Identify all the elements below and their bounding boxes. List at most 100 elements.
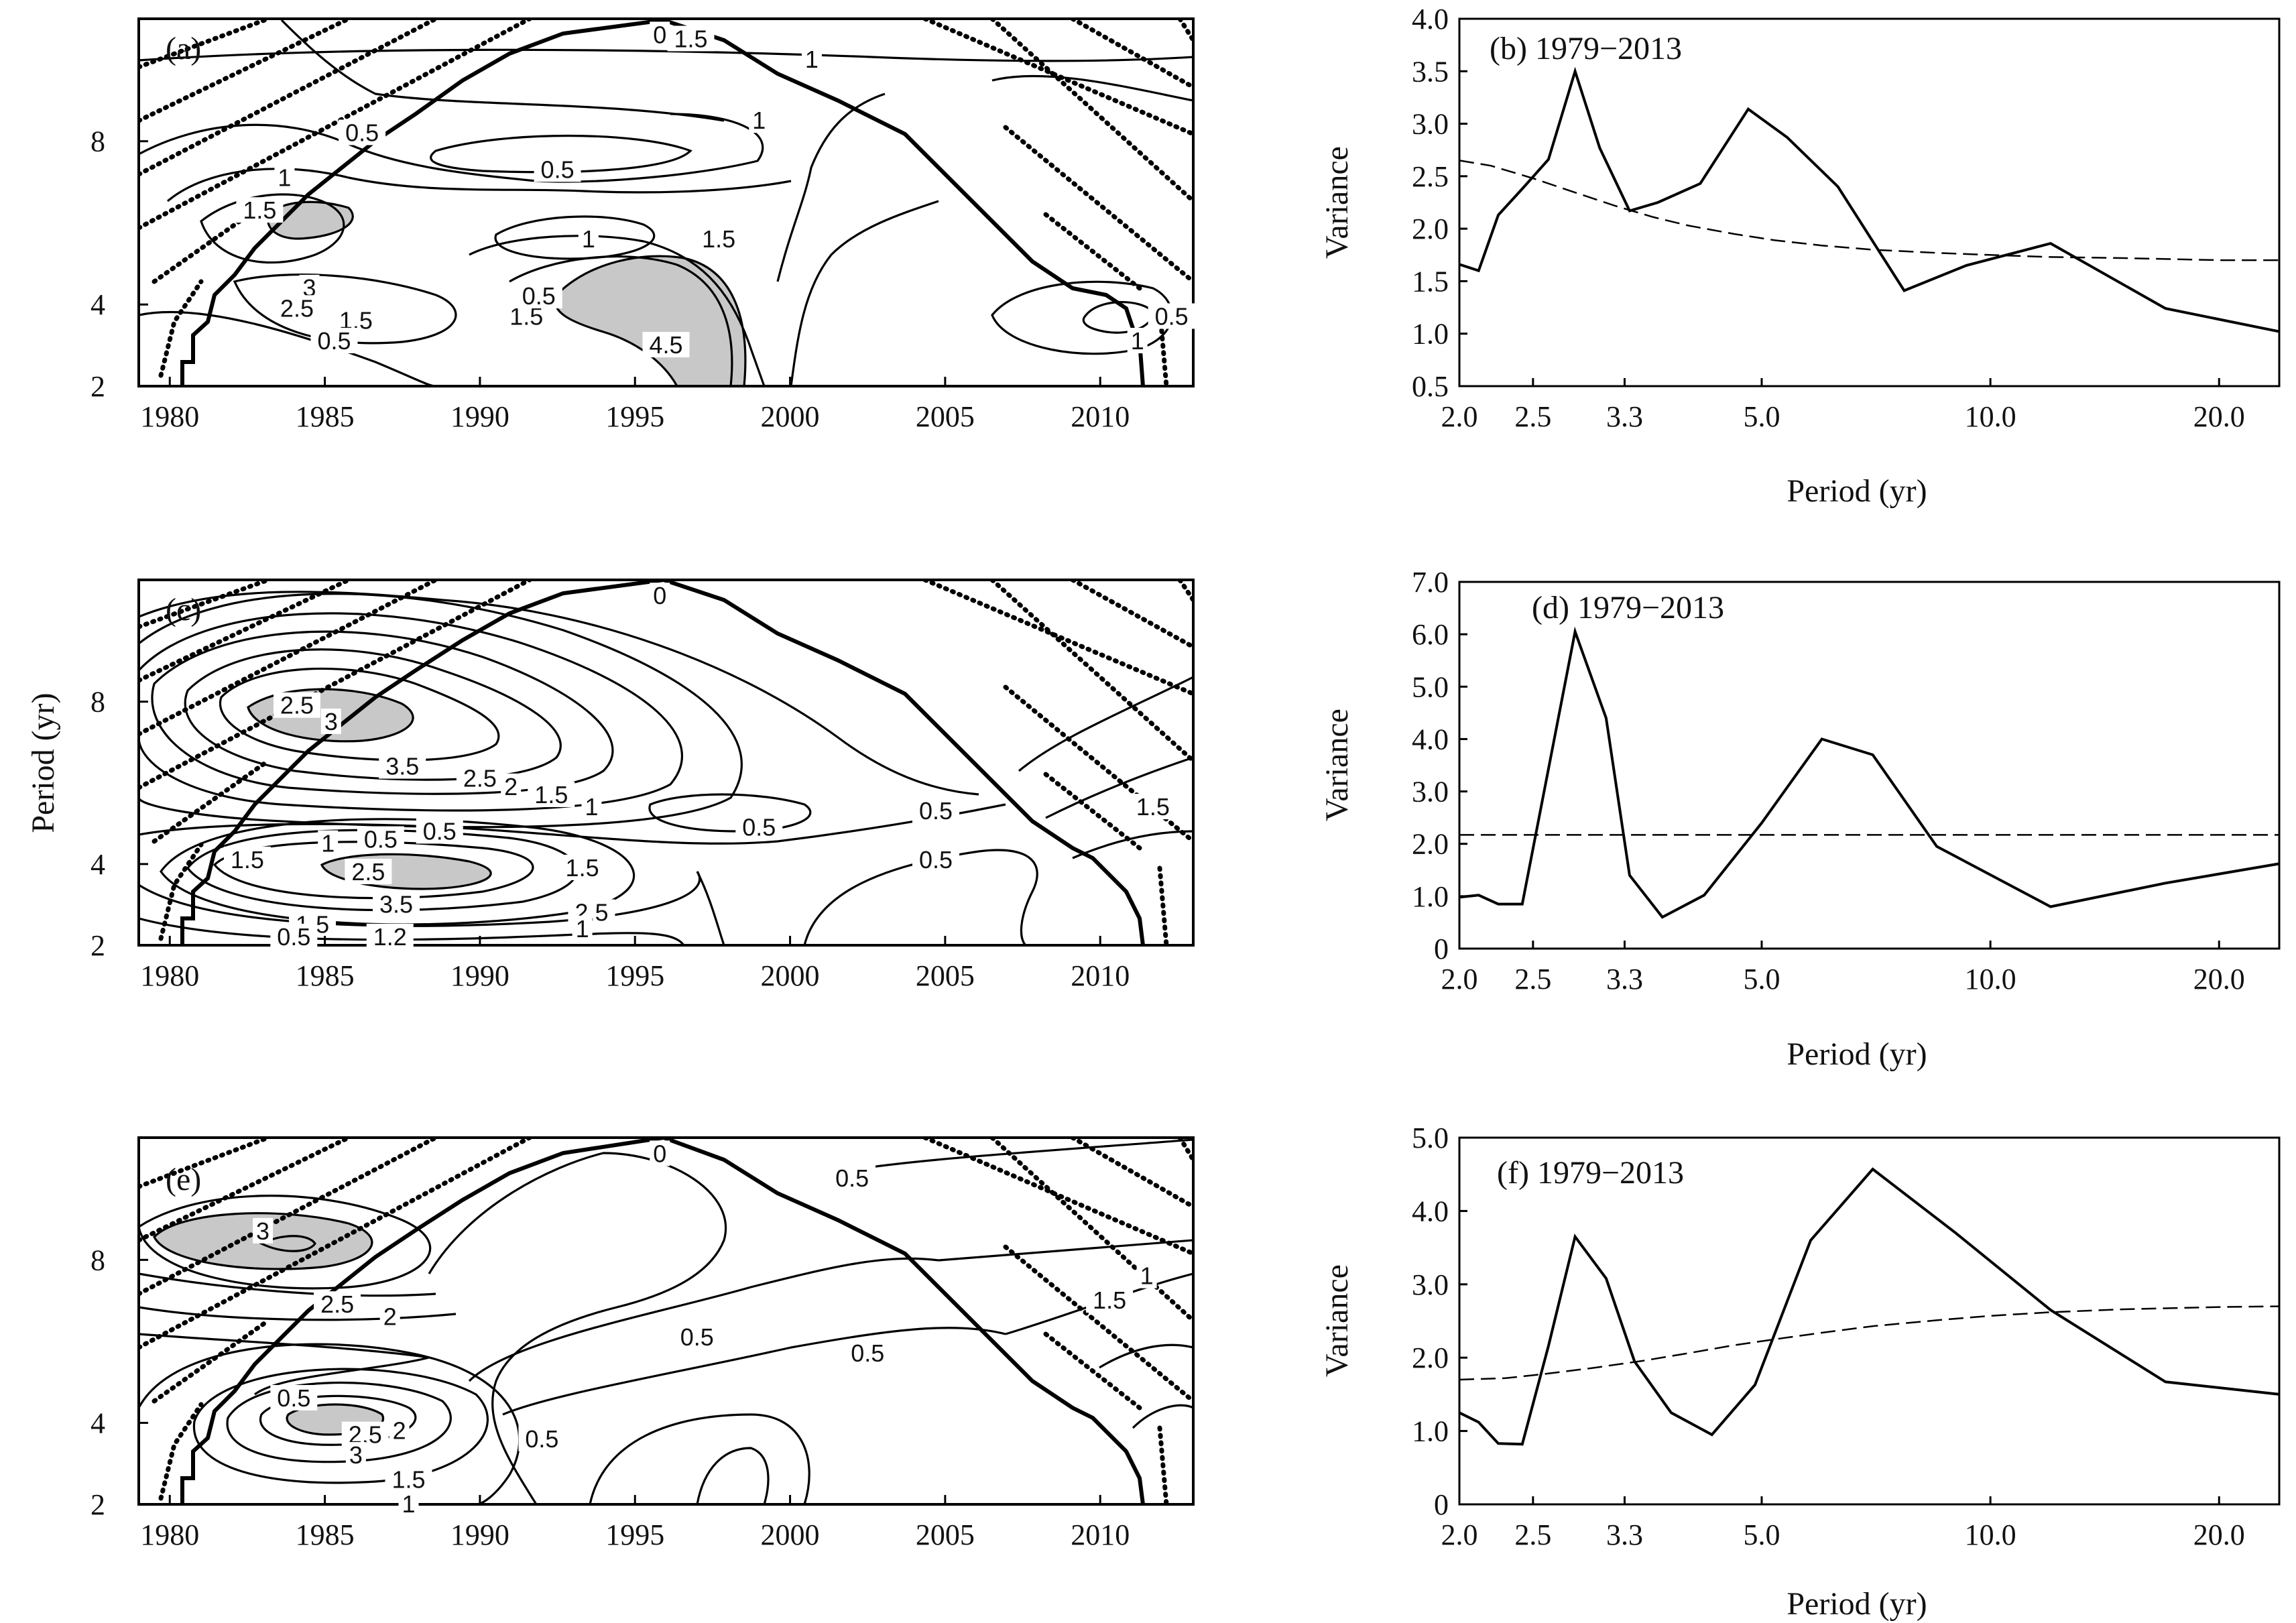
- contour-field-a: [139, 19, 1193, 386]
- contour-label: 2: [393, 1417, 406, 1445]
- contour-label-bg: [558, 854, 606, 880]
- contour-label: 1: [1131, 327, 1144, 355]
- y-tick-label: 3.5: [1412, 55, 1449, 88]
- x-tick-label: 1980: [140, 959, 199, 992]
- contour-label-bg: [366, 923, 414, 949]
- contour-line-c-1: [219, 667, 500, 762]
- significance-dashed-line: [1459, 160, 2279, 261]
- contour-label: 0.5: [1155, 302, 1189, 330]
- y-tick-label: 1.0: [1412, 880, 1449, 913]
- contour-label: 2.5: [351, 858, 385, 886]
- contour-label-bg: [829, 1164, 876, 1191]
- contour-label-bg: [379, 753, 426, 779]
- contour-line-a-2: [280, 19, 725, 122]
- y-tick-label: 0.5: [1412, 370, 1449, 403]
- contour-line-a-16: [991, 74, 1193, 102]
- plot-frame-c: [137, 579, 1195, 947]
- contour-label-bg: [1129, 794, 1176, 820]
- x-tick-label: 3.3: [1606, 963, 1643, 996]
- contour-label: 1: [576, 915, 589, 943]
- x-tick-label: 2.0: [1441, 963, 1478, 996]
- contour-label-bg: [1086, 1287, 1134, 1313]
- y-tick-label: 2.0: [1412, 828, 1449, 861]
- contour-label-bg: [253, 1217, 274, 1244]
- contour-label: 1: [585, 793, 598, 821]
- panel-c: 02.533.5 2.5 2 1.5 1 0.50.51.50.50.511.5 0.52.…: [25, 579, 1195, 992]
- x-tick-label: 1990: [450, 959, 509, 992]
- contour-line-e-1: [259, 1235, 316, 1252]
- contour-label: 0.5: [423, 817, 457, 845]
- contour-line-e-16: [938, 1239, 1193, 1262]
- contour-label-bg: [456, 765, 503, 791]
- contour-line-a-3: [430, 134, 692, 174]
- panel-label-c: (c): [166, 592, 201, 627]
- contour-label: 3.5: [385, 753, 419, 780]
- contour-label: 0.5: [317, 327, 351, 355]
- contour-label-bg: [735, 814, 783, 840]
- x-tick-label: 2010: [1071, 1518, 1130, 1551]
- contour-label: 1: [752, 107, 766, 134]
- contour-line-a-10: [233, 274, 457, 345]
- contour-line-c-2: [184, 648, 562, 781]
- contour-label: 0.5: [742, 813, 776, 841]
- contour-line-e-19: [1132, 1404, 1193, 1429]
- contour-label-bg: [650, 1140, 670, 1166]
- variance-line: [1459, 1167, 2280, 1446]
- contour-label-bg: [310, 328, 358, 354]
- x-tick-label: 1980: [140, 400, 199, 433]
- contour-label: 1: [805, 46, 819, 73]
- contour-label: 3: [256, 1217, 269, 1245]
- plot-frame-e: [137, 1136, 1195, 1506]
- shaded-region-a-2: [554, 255, 747, 386]
- contour-line-c-12: [139, 871, 701, 927]
- contour-label: 0.5: [522, 282, 556, 310]
- y-tick-label: 3.0: [1412, 1268, 1449, 1301]
- x-tick-label: 2.5: [1514, 963, 1551, 996]
- contour-label-bg: [667, 25, 715, 52]
- y-tick-label: 4.0: [1412, 1195, 1449, 1227]
- contour-line-a-8: [469, 235, 766, 386]
- x-tick-label: 1980: [140, 1518, 199, 1551]
- x-axis-title-d: Period (yr): [1787, 1036, 1927, 1072]
- contour-label: 2.5: [280, 692, 314, 719]
- y-tick-label: 2: [90, 1488, 105, 1521]
- contour-label-bg: [273, 692, 320, 718]
- y-tick-label: 8: [90, 125, 105, 158]
- contour-label: 1: [1140, 1262, 1154, 1290]
- contour-label: 0.5: [919, 846, 953, 874]
- significance-dashed-line: [1459, 1305, 2280, 1381]
- contour-label: 0: [653, 1140, 666, 1167]
- plot-frame-d: [1458, 581, 2281, 950]
- contour-label-bg: [416, 818, 463, 844]
- contour-label: 0.5: [345, 119, 379, 146]
- contour-label: 1.5: [1136, 793, 1170, 821]
- y-tick-label: 4: [90, 1406, 105, 1439]
- contour-label-bg: [578, 225, 599, 251]
- contour-label-bg: [270, 1384, 318, 1410]
- x-tick-label: 1995: [605, 959, 664, 992]
- x-tick-label: 10.0: [1965, 400, 2016, 433]
- x-axis-c: 1980 1985 1990 1995 2000 2005 2010: [140, 936, 1130, 992]
- y-axis-title-d: Variance: [1319, 709, 1355, 821]
- contour-label: 1.5: [231, 846, 264, 874]
- contour-line-c-9: [213, 841, 534, 900]
- y-axis-c: 2 4 8: [90, 686, 148, 962]
- variance-line: [1459, 626, 2280, 919]
- contour-line-e-14: [696, 1447, 770, 1504]
- contour-label-bg: [236, 197, 284, 223]
- contour-line-c-3: [151, 630, 614, 795]
- contour-label-bg: [749, 107, 770, 133]
- y-tick-label: 4.0: [1412, 723, 1449, 756]
- contour-label: 0.5: [277, 1384, 310, 1412]
- x-tick-label: 2010: [1071, 400, 1130, 433]
- contour-label-bg: [274, 164, 295, 190]
- contour-label: 3: [302, 274, 316, 302]
- contour-label-bg: [345, 859, 392, 884]
- x-tick-label: 10.0: [1965, 963, 2016, 996]
- contour-label-bg: [501, 773, 522, 799]
- x-tick-label: 5.0: [1743, 1518, 1780, 1551]
- contour-line-a-1: [139, 48, 1193, 62]
- y-tick-label: 5.0: [1412, 670, 1449, 703]
- panel-title-f: (f) 1979−2013: [1497, 1155, 1684, 1191]
